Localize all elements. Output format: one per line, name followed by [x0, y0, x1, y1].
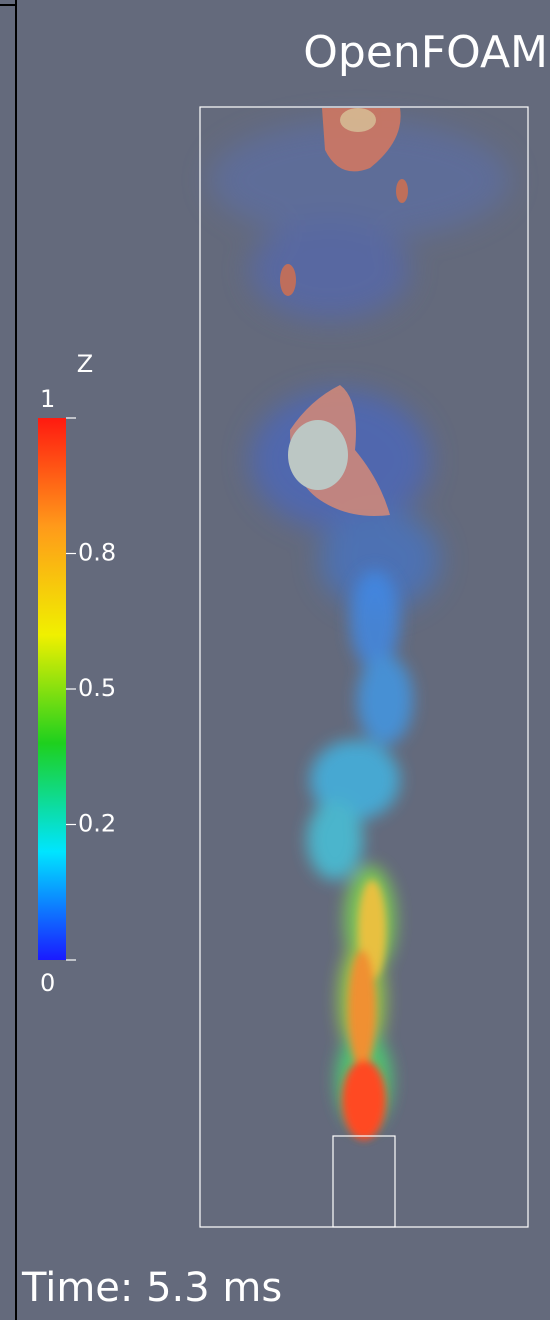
- tick-label: 0.5: [78, 674, 116, 702]
- tick-label: 0: [40, 969, 55, 997]
- tick-label: 0.8: [78, 539, 116, 567]
- colorbar-title: Z: [77, 350, 93, 378]
- time-label: Time: 5.3 ms: [21, 1265, 282, 1311]
- render-view: OpenFOAM Z 0 0.2 0.5 0.8 1 Time: 5.3 ms: [0, 0, 550, 1320]
- tick-label: 0.2: [78, 810, 116, 838]
- tick-label: 1: [40, 385, 55, 413]
- colorbar: [38, 418, 66, 960]
- title: OpenFOAM: [303, 27, 548, 78]
- page: OpenFOAM Z 00.20.50.81 Time: 5.3 ms (() …: [0, 0, 550, 1320]
